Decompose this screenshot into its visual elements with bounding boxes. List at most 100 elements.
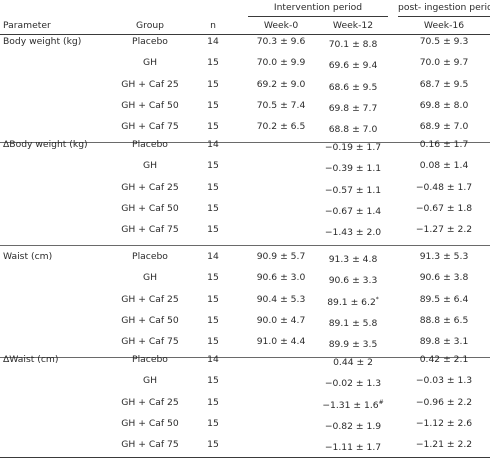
cell-w12: −0.19 ± 1.7: [324, 142, 382, 153]
post-underline: [398, 16, 490, 17]
cell-n: 14: [207, 354, 219, 365]
cell-w0: 90.6 ± 3.0: [256, 272, 306, 284]
bottom-rule: [0, 457, 490, 458]
cell-w12: −0.39 ± 1.1: [324, 163, 382, 175]
cell-w12: 68.6 ± 9.5: [328, 81, 378, 93]
cell-w0: 90.9 ± 5.7: [256, 251, 306, 262]
cell-w12-wrap: 89.1 ± 5.8: [318, 315, 388, 330]
cell-w12: 91.3 ± 4.8: [328, 254, 378, 265]
cell-w12-wrap: −0.39 ± 1.1: [318, 160, 388, 175]
cell-w16: 88.8 ± 6.5: [419, 314, 469, 326]
cell-w12-wrap: 89.1 ± 6.2*: [318, 294, 388, 309]
cell-group: GH: [142, 57, 158, 69]
cell-w12: −1.31 ± 1.6: [322, 399, 379, 411]
cell-n: 15: [207, 181, 219, 193]
cell-w16: −1.21 ± 2.2: [415, 439, 473, 451]
cell-group: Placebo: [132, 36, 168, 47]
cell-group: GH + Caf 75: [121, 121, 179, 133]
cell-group: GH: [142, 375, 158, 387]
cell-w16: −0.96 ± 2.2: [415, 396, 473, 408]
significance-mark: #: [378, 398, 384, 406]
cell-n: 15: [207, 417, 219, 429]
cell-w16: −0.48 ± 1.7: [415, 181, 473, 193]
cell-w16: −1.27 ± 2.2: [415, 224, 473, 236]
cell-n: 15: [207, 99, 219, 111]
cell-w12: 90.6 ± 3.3: [328, 275, 378, 287]
cell-w12-wrap: −1.11 ± 1.7: [318, 439, 388, 454]
section-divider: [0, 356, 490, 358]
cell-n: 15: [207, 314, 219, 326]
cell-w12: 69.8 ± 7.7: [328, 102, 378, 114]
cell-w12: −0.02 ± 1.3: [324, 378, 382, 390]
cell-w16: 0.08 ± 1.4: [419, 160, 469, 172]
cell-w12-wrap: 89.9 ± 3.5: [318, 336, 388, 351]
cell-n: 15: [207, 293, 219, 305]
cell-n: 15: [207, 336, 219, 348]
header-intervention-period: Intervention period: [273, 2, 363, 13]
cell-w16: 89.5 ± 6.4: [419, 293, 469, 305]
cell-group: GH + Caf 50: [121, 417, 179, 429]
cell-w12-wrap: −1.31 ± 1.6#: [318, 397, 388, 412]
cell-w0: 91.0 ± 4.4: [256, 336, 306, 348]
cell-n: 15: [207, 57, 219, 69]
cell-group: GH + Caf 25: [121, 181, 179, 193]
cell-n: 15: [207, 396, 219, 408]
cell-w16: 68.7 ± 9.5: [419, 78, 469, 90]
cell-w16: 70.5 ± 9.3: [419, 36, 469, 47]
cell-w12: 68.8 ± 7.0: [328, 124, 378, 136]
cell-w16: 69.8 ± 8.0: [419, 99, 469, 111]
cell-w16: 70.0 ± 9.7: [419, 57, 469, 69]
cell-w12-wrap: −0.67 ± 1.4: [318, 203, 388, 218]
section-divider: [0, 141, 490, 143]
cell-n: 15: [207, 375, 219, 387]
cell-w12: 89.1 ± 5.8: [328, 317, 378, 329]
cell-w16: 0.16 ± 1.7: [419, 139, 469, 150]
cell-w16: −1.12 ± 2.6: [415, 417, 473, 429]
cell-group: Placebo: [132, 139, 168, 150]
cell-w12: 89.9 ± 3.5: [328, 339, 378, 351]
section-title: Body weight (kg): [3, 36, 82, 47]
cell-w12-wrap: −1.43 ± 2.0: [318, 224, 388, 239]
cell-group: Placebo: [132, 354, 168, 365]
cell-group: GH + Caf 25: [121, 396, 179, 408]
cell-group: Placebo: [132, 251, 168, 262]
cell-w16: 89.8 ± 3.1: [419, 336, 469, 348]
section-divider: [0, 244, 490, 246]
cell-group: GH + Caf 75: [121, 336, 179, 348]
cell-w12-wrap: 68.8 ± 7.0: [318, 121, 388, 136]
cell-w12-wrap: 91.3 ± 4.8: [318, 251, 388, 266]
cell-w12: −0.67 ± 1.4: [324, 205, 382, 217]
cell-w0: 69.2 ± 9.0: [256, 78, 306, 90]
cell-n: 14: [207, 139, 219, 150]
cell-w16: 90.6 ± 3.8: [419, 272, 469, 284]
cell-n: 15: [207, 160, 219, 172]
section-title: Waist (cm): [3, 251, 53, 262]
header-post-period: post- ingestion period: [398, 2, 490, 13]
cell-group: GH + Caf 75: [121, 224, 179, 236]
header-week12: Week-12: [332, 20, 374, 31]
cell-group: GH + Caf 75: [121, 439, 179, 451]
cell-w12: −1.43 ± 2.0: [324, 227, 382, 239]
cell-group: GH + Caf 25: [121, 78, 179, 90]
cell-w0: 70.2 ± 6.5: [256, 121, 306, 133]
cell-w16: −0.03 ± 1.3: [415, 375, 473, 387]
cell-w16: −0.67 ± 1.8: [415, 202, 473, 214]
header-week16: Week-16: [423, 20, 465, 31]
significance-mark: *: [375, 295, 379, 303]
header-week0: Week-0: [263, 20, 299, 31]
cell-w0: 90.0 ± 4.7: [256, 314, 306, 326]
cell-w12: −1.11 ± 1.7: [324, 442, 382, 454]
cell-w12-wrap: −0.02 ± 1.3: [318, 375, 388, 390]
cell-w0: 90.4 ± 5.3: [256, 293, 306, 305]
cell-w12: 70.1 ± 8.8: [328, 39, 378, 50]
intervention-underline: [248, 16, 388, 17]
cell-w16: 91.3 ± 5.3: [419, 251, 469, 262]
cell-group: GH + Caf 50: [121, 99, 179, 111]
header-parameter: Parameter: [3, 20, 51, 31]
cell-n: 15: [207, 224, 219, 236]
cell-n: 15: [207, 121, 219, 133]
cell-w12-wrap: 69.8 ± 7.7: [318, 100, 388, 115]
cell-group: GH: [142, 272, 158, 284]
cell-w12-wrap: 68.6 ± 9.5: [318, 79, 388, 94]
